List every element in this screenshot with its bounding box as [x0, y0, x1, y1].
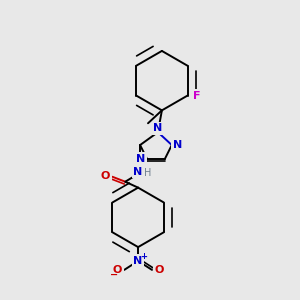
Text: H: H: [144, 168, 152, 178]
Text: O: O: [101, 171, 110, 181]
Text: N: N: [134, 256, 143, 266]
Text: N: N: [173, 140, 182, 150]
Text: N: N: [134, 167, 143, 177]
Text: N: N: [136, 154, 146, 164]
Text: N: N: [153, 123, 163, 133]
Text: F: F: [193, 91, 200, 100]
Text: +: +: [141, 251, 148, 260]
Text: O: O: [154, 265, 164, 275]
Text: O: O: [112, 265, 122, 275]
Text: −: −: [110, 270, 118, 280]
